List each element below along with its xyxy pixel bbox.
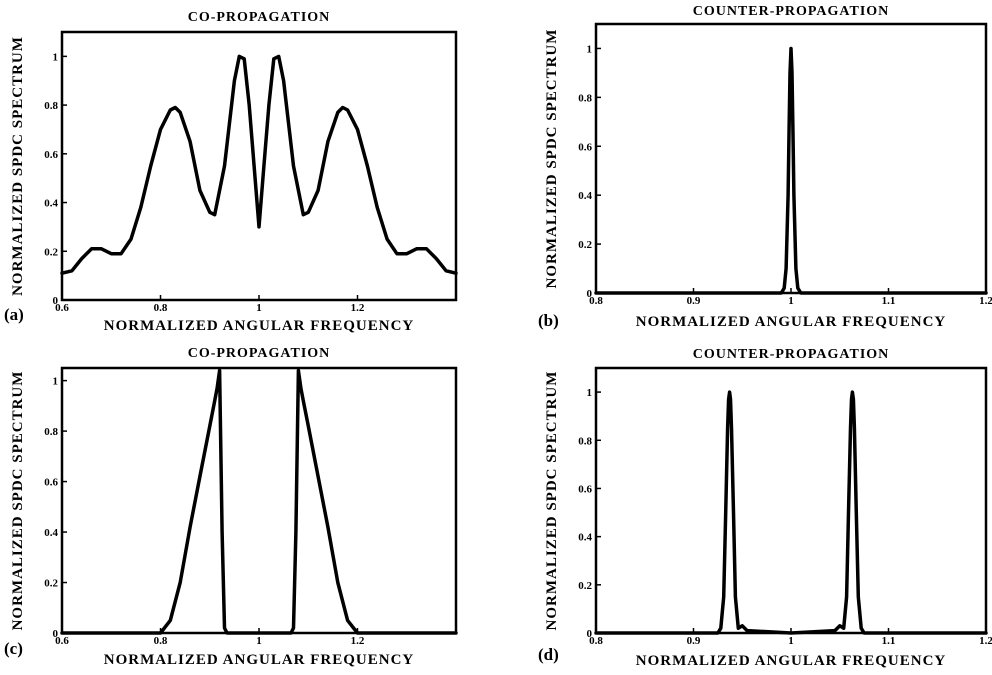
y-tick-label: 0.2: [578, 239, 592, 251]
x-axis-label: NORMALIZED ANGULAR FREQUENCY: [636, 653, 947, 669]
y-axis-label: NORMALIZED SPDC SPECTRUM: [544, 371, 560, 631]
panel-d: COUNTER-PROPAGATION 0.8 0.9 1 1.1 1.2 0 0.2 0.4 0…: [538, 347, 992, 669]
plot-frame: [60, 30, 458, 302]
x-tick-label: 0.8: [154, 302, 168, 314]
spectrum-curve: [60, 54, 458, 275]
y-tick-label: 1: [587, 43, 593, 55]
spectrum-curve: [60, 368, 458, 635]
panel-letter: (a): [4, 305, 24, 324]
y-tick-label: 0.4: [578, 532, 592, 544]
y-tick-label: 0.8: [44, 100, 58, 112]
plot-frame: [594, 366, 988, 635]
x-tick-label: 0.6: [55, 635, 69, 647]
x-tick-label: 1.1: [882, 295, 896, 307]
x-tick-label: 1.2: [979, 635, 992, 647]
x-tick-label: 0.8: [589, 635, 603, 647]
x-tick-label: 1: [788, 295, 794, 307]
x-axis-label: NORMALIZED ANGULAR FREQUENCY: [104, 318, 415, 334]
x-tick-label: 0.8: [154, 635, 168, 647]
panel-title: COUNTER-PROPAGATION: [693, 4, 890, 19]
y-axis-label: NORMALIZED SPDC SPECTRUM: [10, 36, 26, 296]
x-tick-label: 0.9: [687, 635, 701, 647]
y-tick-label: 0.8: [44, 426, 58, 438]
y-tick-label: 1: [53, 376, 59, 388]
y-tick-label: 0.8: [578, 92, 592, 104]
spectrum-curve: [594, 390, 988, 635]
panel-c: CO-PROPAGATION 0.6 0.8 1 1.2 0 0.2 0.4 0.6 0.8 1 NO…: [4, 346, 458, 668]
x-tick-label: 0.6: [55, 302, 69, 314]
panel-title: COUNTER-PROPAGATION: [693, 347, 890, 362]
x-tick-label: 1: [788, 635, 794, 647]
y-tick-label: 0.6: [44, 477, 58, 489]
y-tick-label: 0.2: [578, 580, 592, 592]
y-tick-label: 0.4: [44, 198, 58, 210]
y-tick-label: 1: [53, 51, 59, 63]
panel-b: COUNTER-PROPAGATION 0.8 0.9 1 1.1 1.2 0 0.2 0.4 0…: [538, 4, 992, 330]
spectrum-curve: [594, 46, 988, 295]
panel-letter: (b): [538, 311, 559, 330]
plot-frame: [60, 366, 458, 635]
panel-a: CO-PROPAGATION 0.6 0.8 1 1.2 0 0.2 0.4 0.6 0.8 1 NO…: [4, 10, 458, 334]
y-tick-label: 0.6: [578, 141, 592, 153]
panel-letter: (d): [538, 645, 559, 664]
y-tick-label: 0.4: [578, 190, 592, 202]
panel-letter: (c): [4, 639, 23, 658]
x-axis-label: NORMALIZED ANGULAR FREQUENCY: [636, 314, 947, 330]
y-tick-label: 0: [587, 288, 593, 300]
y-axis-label: NORMALIZED SPDC SPECTRUM: [544, 29, 560, 289]
x-tick-label: 1: [256, 635, 262, 647]
y-tick-label: 1: [587, 387, 593, 399]
y-tick-label: 0.6: [578, 483, 592, 495]
y-tick-label: 0: [53, 628, 59, 640]
y-tick-label: 0: [53, 295, 59, 307]
panel-title: CO-PROPAGATION: [188, 10, 331, 25]
x-axis-label: NORMALIZED ANGULAR FREQUENCY: [104, 652, 415, 668]
y-tick-label: 0.8: [578, 435, 592, 447]
y-tick-label: 0.2: [44, 246, 58, 258]
y-tick-label: 0.2: [44, 578, 58, 590]
y-tick-label: 0: [587, 628, 593, 640]
y-tick-label: 0.4: [44, 527, 58, 539]
x-tick-label: 1.2: [979, 295, 992, 307]
x-tick-label: 1.1: [882, 635, 896, 647]
y-tick-label: 0.6: [44, 149, 58, 161]
y-axis-label: NORMALIZED SPDC SPECTRUM: [10, 371, 26, 631]
x-tick-label: 1: [256, 302, 262, 314]
panel-title: CO-PROPAGATION: [188, 346, 331, 361]
x-tick-label: 0.8: [589, 295, 603, 307]
x-tick-label: 0.9: [687, 295, 701, 307]
x-tick-label: 1.2: [351, 635, 365, 647]
x-tick-label: 1.2: [351, 302, 365, 314]
